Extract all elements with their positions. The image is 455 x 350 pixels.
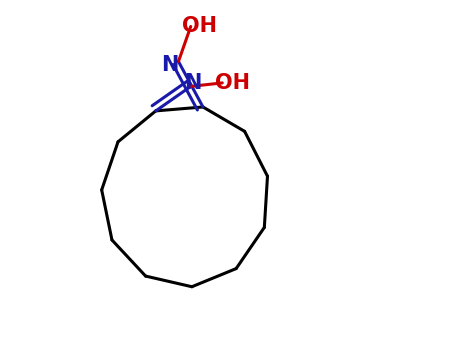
Text: N: N bbox=[161, 55, 178, 75]
Text: OH: OH bbox=[215, 73, 250, 93]
Text: OH: OH bbox=[182, 16, 217, 36]
Text: N: N bbox=[184, 73, 201, 93]
